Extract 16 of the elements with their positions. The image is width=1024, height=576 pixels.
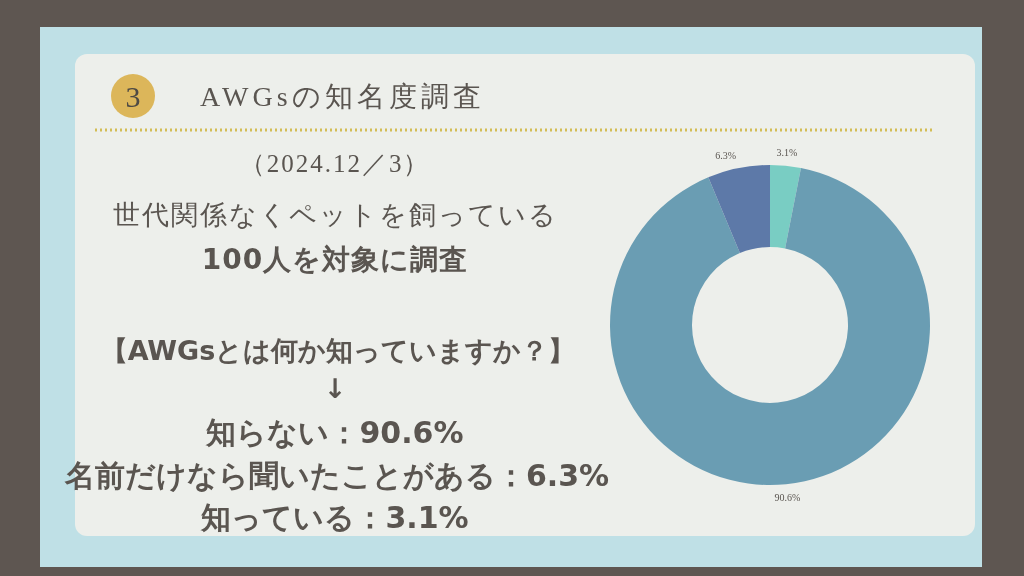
data-label: 6.3% (715, 149, 736, 161)
text: 知らない：90.6% (205, 415, 464, 450)
text: ↓ (323, 373, 347, 404)
donut-slice (708, 165, 770, 254)
data-label: 3.1% (776, 147, 798, 159)
text: 世代関係なくペットを飼っている (112, 199, 558, 230)
text: 100人を対象に調査 (201, 243, 469, 276)
text: 知っている：3.1% (200, 500, 469, 535)
text: 【AWGsとは何か知っていますか？】 (100, 335, 576, 366)
text: AWGsの知名度調査 (200, 81, 485, 112)
text: （2024.12／3） (239, 150, 431, 177)
donut-slice (610, 168, 930, 485)
text: 名前だけなら聞いたことがある：6.3% (63, 458, 610, 493)
data-label: 90.6% (774, 491, 801, 503)
text: 3 (125, 80, 141, 113)
donut-slice (770, 165, 801, 249)
